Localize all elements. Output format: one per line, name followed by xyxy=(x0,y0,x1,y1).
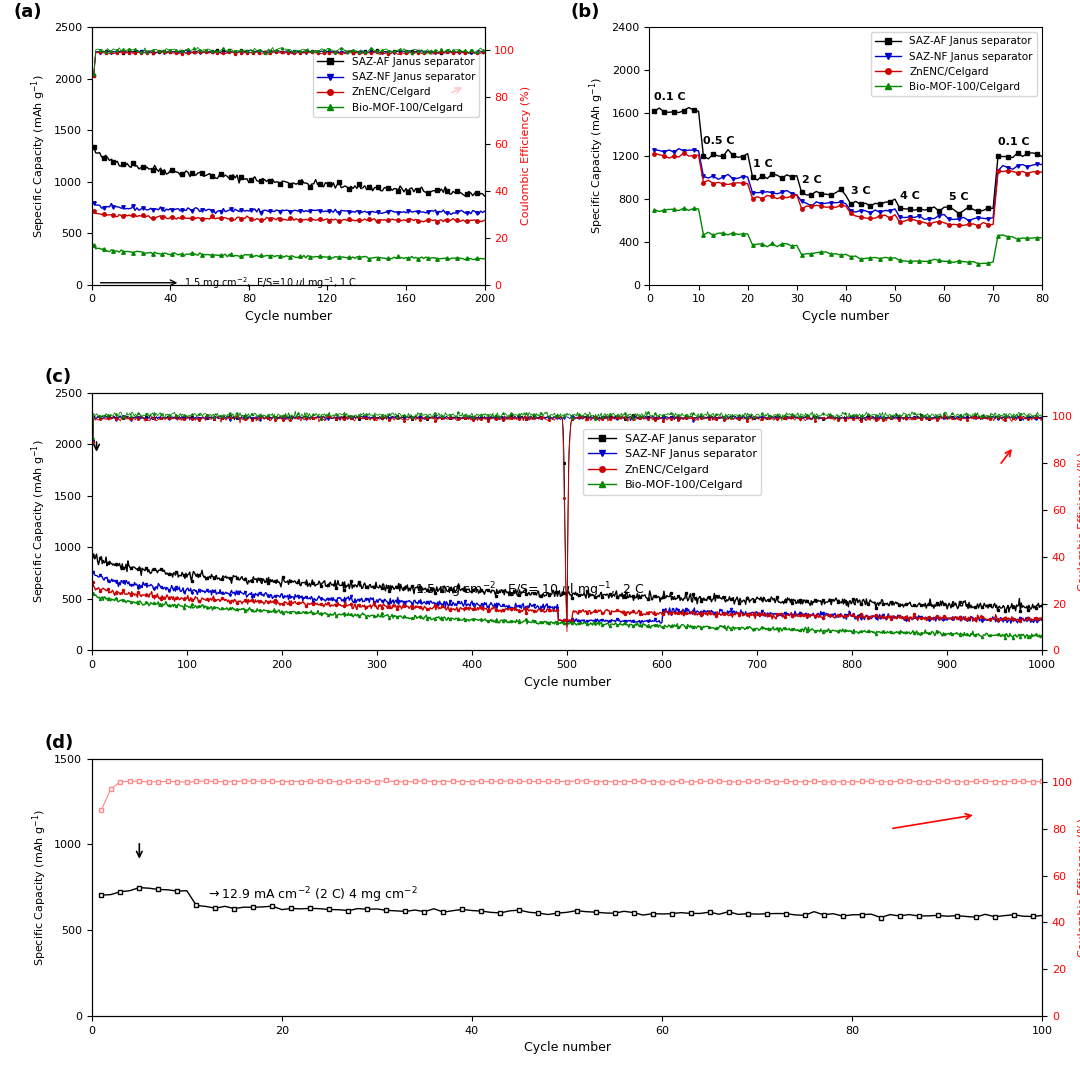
Legend: SAZ-AF Janus separator, SAZ-NF Janus separator, ZnENC/Celgard, Bio-MOF-100/Celga: SAZ-AF Janus separator, SAZ-NF Janus sep… xyxy=(313,53,480,117)
X-axis label: Cycle number: Cycle number xyxy=(524,676,610,689)
Text: 1.5 mg cm$^{-2}$,  E/S= 10 $\mu$l mg$^{-1}$,  2 C: 1.5 mg cm$^{-2}$, E/S= 10 $\mu$l mg$^{-1… xyxy=(415,580,645,600)
Text: 3 C: 3 C xyxy=(851,186,870,196)
Text: 1.5 mg cm$^{-2}$,  E/S=10 $u$l mg$^{-1}$, 1 C: 1.5 mg cm$^{-2}$, E/S=10 $u$l mg$^{-1}$,… xyxy=(184,276,357,291)
Y-axis label: Sepecific Capacity (mAh g$^{-1}$): Sepecific Capacity (mAh g$^{-1}$) xyxy=(30,440,49,603)
Text: 0.1 C: 0.1 C xyxy=(654,92,686,102)
Text: $\rightarrow$12.9 mA cm$^{-2}$ (2 C) 4 mg cm$^{-2}$: $\rightarrow$12.9 mA cm$^{-2}$ (2 C) 4 m… xyxy=(206,885,418,905)
Text: 0.5 C: 0.5 C xyxy=(703,136,735,146)
Y-axis label: Specific Capacity (mAh g$^{-1}$): Specific Capacity (mAh g$^{-1}$) xyxy=(588,78,606,235)
Legend: SAZ-AF Janus separator, SAZ-NF Janus separator, ZnENC/Celgard, Bio-MOF-100/Celga: SAZ-AF Janus separator, SAZ-NF Janus sep… xyxy=(870,32,1037,96)
Y-axis label: Coulombic Efficiency (%): Coulombic Efficiency (%) xyxy=(521,86,530,225)
Y-axis label: Coulombic Efficiency (%): Coulombic Efficiency (%) xyxy=(1079,452,1080,591)
Text: (b): (b) xyxy=(571,3,600,21)
Y-axis label: Specific Capacity (mAh g$^{-1}$): Specific Capacity (mAh g$^{-1}$) xyxy=(30,809,49,965)
Text: 0.1 C: 0.1 C xyxy=(998,137,1029,147)
Legend: SAZ-AF Janus separator, SAZ-NF Janus separator, ZnENC/Celgard, Bio-MOF-100/Celga: SAZ-AF Janus separator, SAZ-NF Janus sep… xyxy=(583,429,761,495)
Text: (d): (d) xyxy=(44,734,73,752)
X-axis label: Cycle number: Cycle number xyxy=(802,310,889,323)
Text: 5 C: 5 C xyxy=(949,192,969,202)
X-axis label: Cycle number: Cycle number xyxy=(524,1041,610,1054)
Text: 2 C: 2 C xyxy=(801,175,822,185)
Text: 4 C: 4 C xyxy=(900,191,920,201)
Y-axis label: Sepecific Capacity (mAh g$^{-1}$): Sepecific Capacity (mAh g$^{-1}$) xyxy=(30,74,49,238)
X-axis label: Cycle number: Cycle number xyxy=(245,310,332,323)
Text: (c): (c) xyxy=(44,369,71,387)
Text: 1 C: 1 C xyxy=(753,159,772,169)
Y-axis label: Coulombic Efficiency (%): Coulombic Efficiency (%) xyxy=(1079,818,1080,957)
Text: (a): (a) xyxy=(13,3,42,21)
